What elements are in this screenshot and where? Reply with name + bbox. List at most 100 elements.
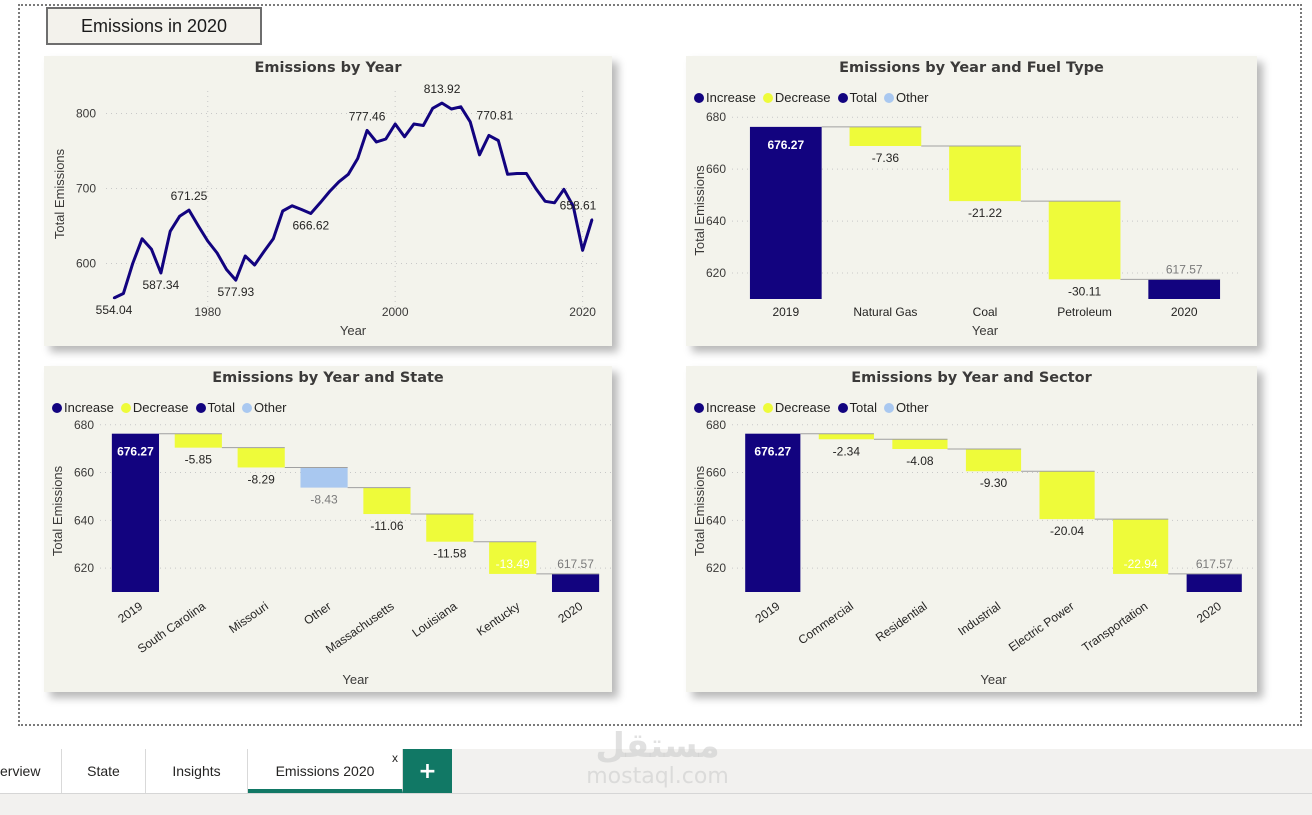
- x-tick-label: 2000: [382, 305, 409, 319]
- data-point: [384, 137, 388, 141]
- legend-dot-icon: [762, 402, 773, 413]
- x-tick-label: 2020: [569, 305, 596, 319]
- legend-item-increase[interactable]: Increase: [694, 90, 756, 105]
- legend-item-decrease[interactable]: Decrease: [762, 400, 831, 415]
- data-point: [244, 254, 247, 258]
- data-point: [487, 134, 491, 137]
- legend-dot-icon: [241, 402, 252, 413]
- legend-item-other[interactable]: Other: [883, 400, 929, 415]
- x-tick-label: Other: [301, 599, 334, 628]
- legend-label: Increase: [64, 400, 114, 415]
- x-axis-label: Year: [342, 672, 369, 687]
- y-tick-label: 600: [76, 257, 96, 271]
- add-page-button[interactable]: +: [403, 749, 452, 793]
- x-tick-label: Kentucky: [474, 599, 522, 639]
- legend-item-increase[interactable]: Increase: [52, 400, 114, 415]
- status-strip: [0, 794, 1312, 815]
- legend-label: Decrease: [774, 400, 831, 415]
- legend-item-increase[interactable]: Increase: [694, 400, 756, 415]
- tab-emissions-2020[interactable]: Emissions 2020 x: [248, 749, 403, 793]
- x-tick-label: Residential: [873, 599, 930, 645]
- legend-dot-icon: [837, 402, 848, 413]
- page-title-text: Emissions in 2020: [80, 15, 228, 36]
- chart-legend: Increase Decrease Total Other: [694, 400, 929, 415]
- line-chart-emissions-by-year: 600 700 800 1980 2000 2020 Year Total Emissions…: [52, 82, 600, 338]
- data-point: [290, 204, 294, 207]
- tab-state[interactable]: State: [62, 749, 146, 793]
- y-axis-label: Total Emissions: [692, 165, 707, 256]
- data-label: 770.81: [477, 108, 514, 122]
- waterfall-bar: [1039, 471, 1095, 520]
- data-point: [412, 122, 416, 126]
- data-point: [515, 172, 519, 175]
- data-label: -2.34: [833, 444, 861, 458]
- data-label: 617.57: [1196, 557, 1233, 571]
- legend-dot-icon: [120, 402, 131, 413]
- waterfall-bar: [745, 433, 801, 592]
- legend-dot-icon: [694, 92, 704, 103]
- data-point: [478, 153, 481, 156]
- legend-item-total[interactable]: Total: [837, 400, 877, 415]
- legend-item-decrease[interactable]: Decrease: [120, 400, 189, 415]
- x-axis-label: Year: [340, 323, 367, 338]
- data-point: [215, 251, 219, 255]
- data-label: 617.57: [557, 557, 594, 571]
- legend-item-total[interactable]: Total: [837, 90, 877, 105]
- legend-label: Other: [895, 400, 929, 415]
- x-tick-label: Petroleum: [1057, 305, 1112, 319]
- waterfall-chart-state: 620 640 660 680 676.27 2019 -5.85 South Carolin…: [50, 418, 613, 687]
- waterfall-bar: [749, 126, 822, 299]
- chart-card-emissions-by-fuel[interactable]: Emissions by Year and Fuel Type Increase…: [686, 56, 1257, 346]
- y-tick-label: 700: [76, 182, 96, 196]
- data-label: -4.08: [906, 454, 934, 468]
- legend-item-decrease[interactable]: Decrease: [762, 90, 831, 105]
- y-tick-label: 640: [706, 214, 726, 228]
- x-tick-label: Missouri: [226, 599, 271, 636]
- data-label: 813.92: [424, 82, 461, 96]
- legend-dot-icon: [52, 402, 62, 413]
- legend-dot-icon: [762, 92, 773, 103]
- data-label: -21.22: [968, 206, 1002, 220]
- x-tick-label: Commercial: [796, 599, 856, 647]
- y-tick-label: 660: [706, 162, 726, 176]
- x-tick-label: Transportation: [1079, 599, 1150, 655]
- y-axis-label: Total Emissions: [52, 148, 67, 239]
- legend-item-total[interactable]: Total: [195, 400, 235, 415]
- data-point: [328, 190, 331, 193]
- y-tick-label: 680: [74, 418, 94, 432]
- report-canvas: [18, 4, 1302, 726]
- data-point: [431, 107, 434, 110]
- y-tick-label: 640: [74, 513, 94, 527]
- legend-dot-icon: [837, 92, 848, 103]
- data-point: [468, 120, 472, 123]
- data-point: [365, 129, 369, 132]
- data-point: [197, 224, 200, 228]
- x-tick-label: Massachusetts: [323, 599, 397, 656]
- legend-dot-icon: [883, 92, 894, 103]
- data-point: [347, 173, 350, 176]
- y-tick-label: 620: [74, 561, 94, 575]
- legend-item-other[interactable]: Other: [241, 400, 287, 415]
- data-label: 617.57: [1166, 262, 1203, 276]
- data-point: [450, 107, 453, 111]
- data-label: -30.11: [1068, 284, 1101, 298]
- chart-card-emissions-by-state[interactable]: Emissions by Year and State Increase Decr…: [44, 366, 613, 692]
- legend-item-other[interactable]: Other: [883, 90, 929, 105]
- x-tick-label: 2019: [772, 305, 799, 319]
- x-tick-label: 2020: [555, 599, 585, 626]
- data-point: [506, 173, 509, 176]
- close-tab-icon[interactable]: x: [392, 751, 398, 765]
- chart-card-emissions-by-sector[interactable]: Emissions by Year and Sector Increase Dec…: [686, 366, 1257, 692]
- y-tick-label: 680: [706, 110, 726, 124]
- tab-insights[interactable]: Insights: [146, 749, 248, 793]
- chart-title: Emissions by Year and State: [212, 370, 444, 386]
- x-tick-label: Electric Power: [1006, 599, 1077, 654]
- tab-overview[interactable]: erview: [0, 749, 62, 793]
- tab-label: State: [87, 763, 120, 779]
- waterfall-bar: [489, 541, 537, 574]
- legend-label: Total: [207, 400, 235, 415]
- data-label: -8.43: [310, 493, 338, 507]
- data-label: -8.29: [248, 472, 276, 486]
- chart-card-emissions-by-year[interactable]: Emissions by Year 600 700 800 1980 2000 2020 Y…: [44, 56, 612, 346]
- x-tick-label: 2020: [1171, 305, 1198, 319]
